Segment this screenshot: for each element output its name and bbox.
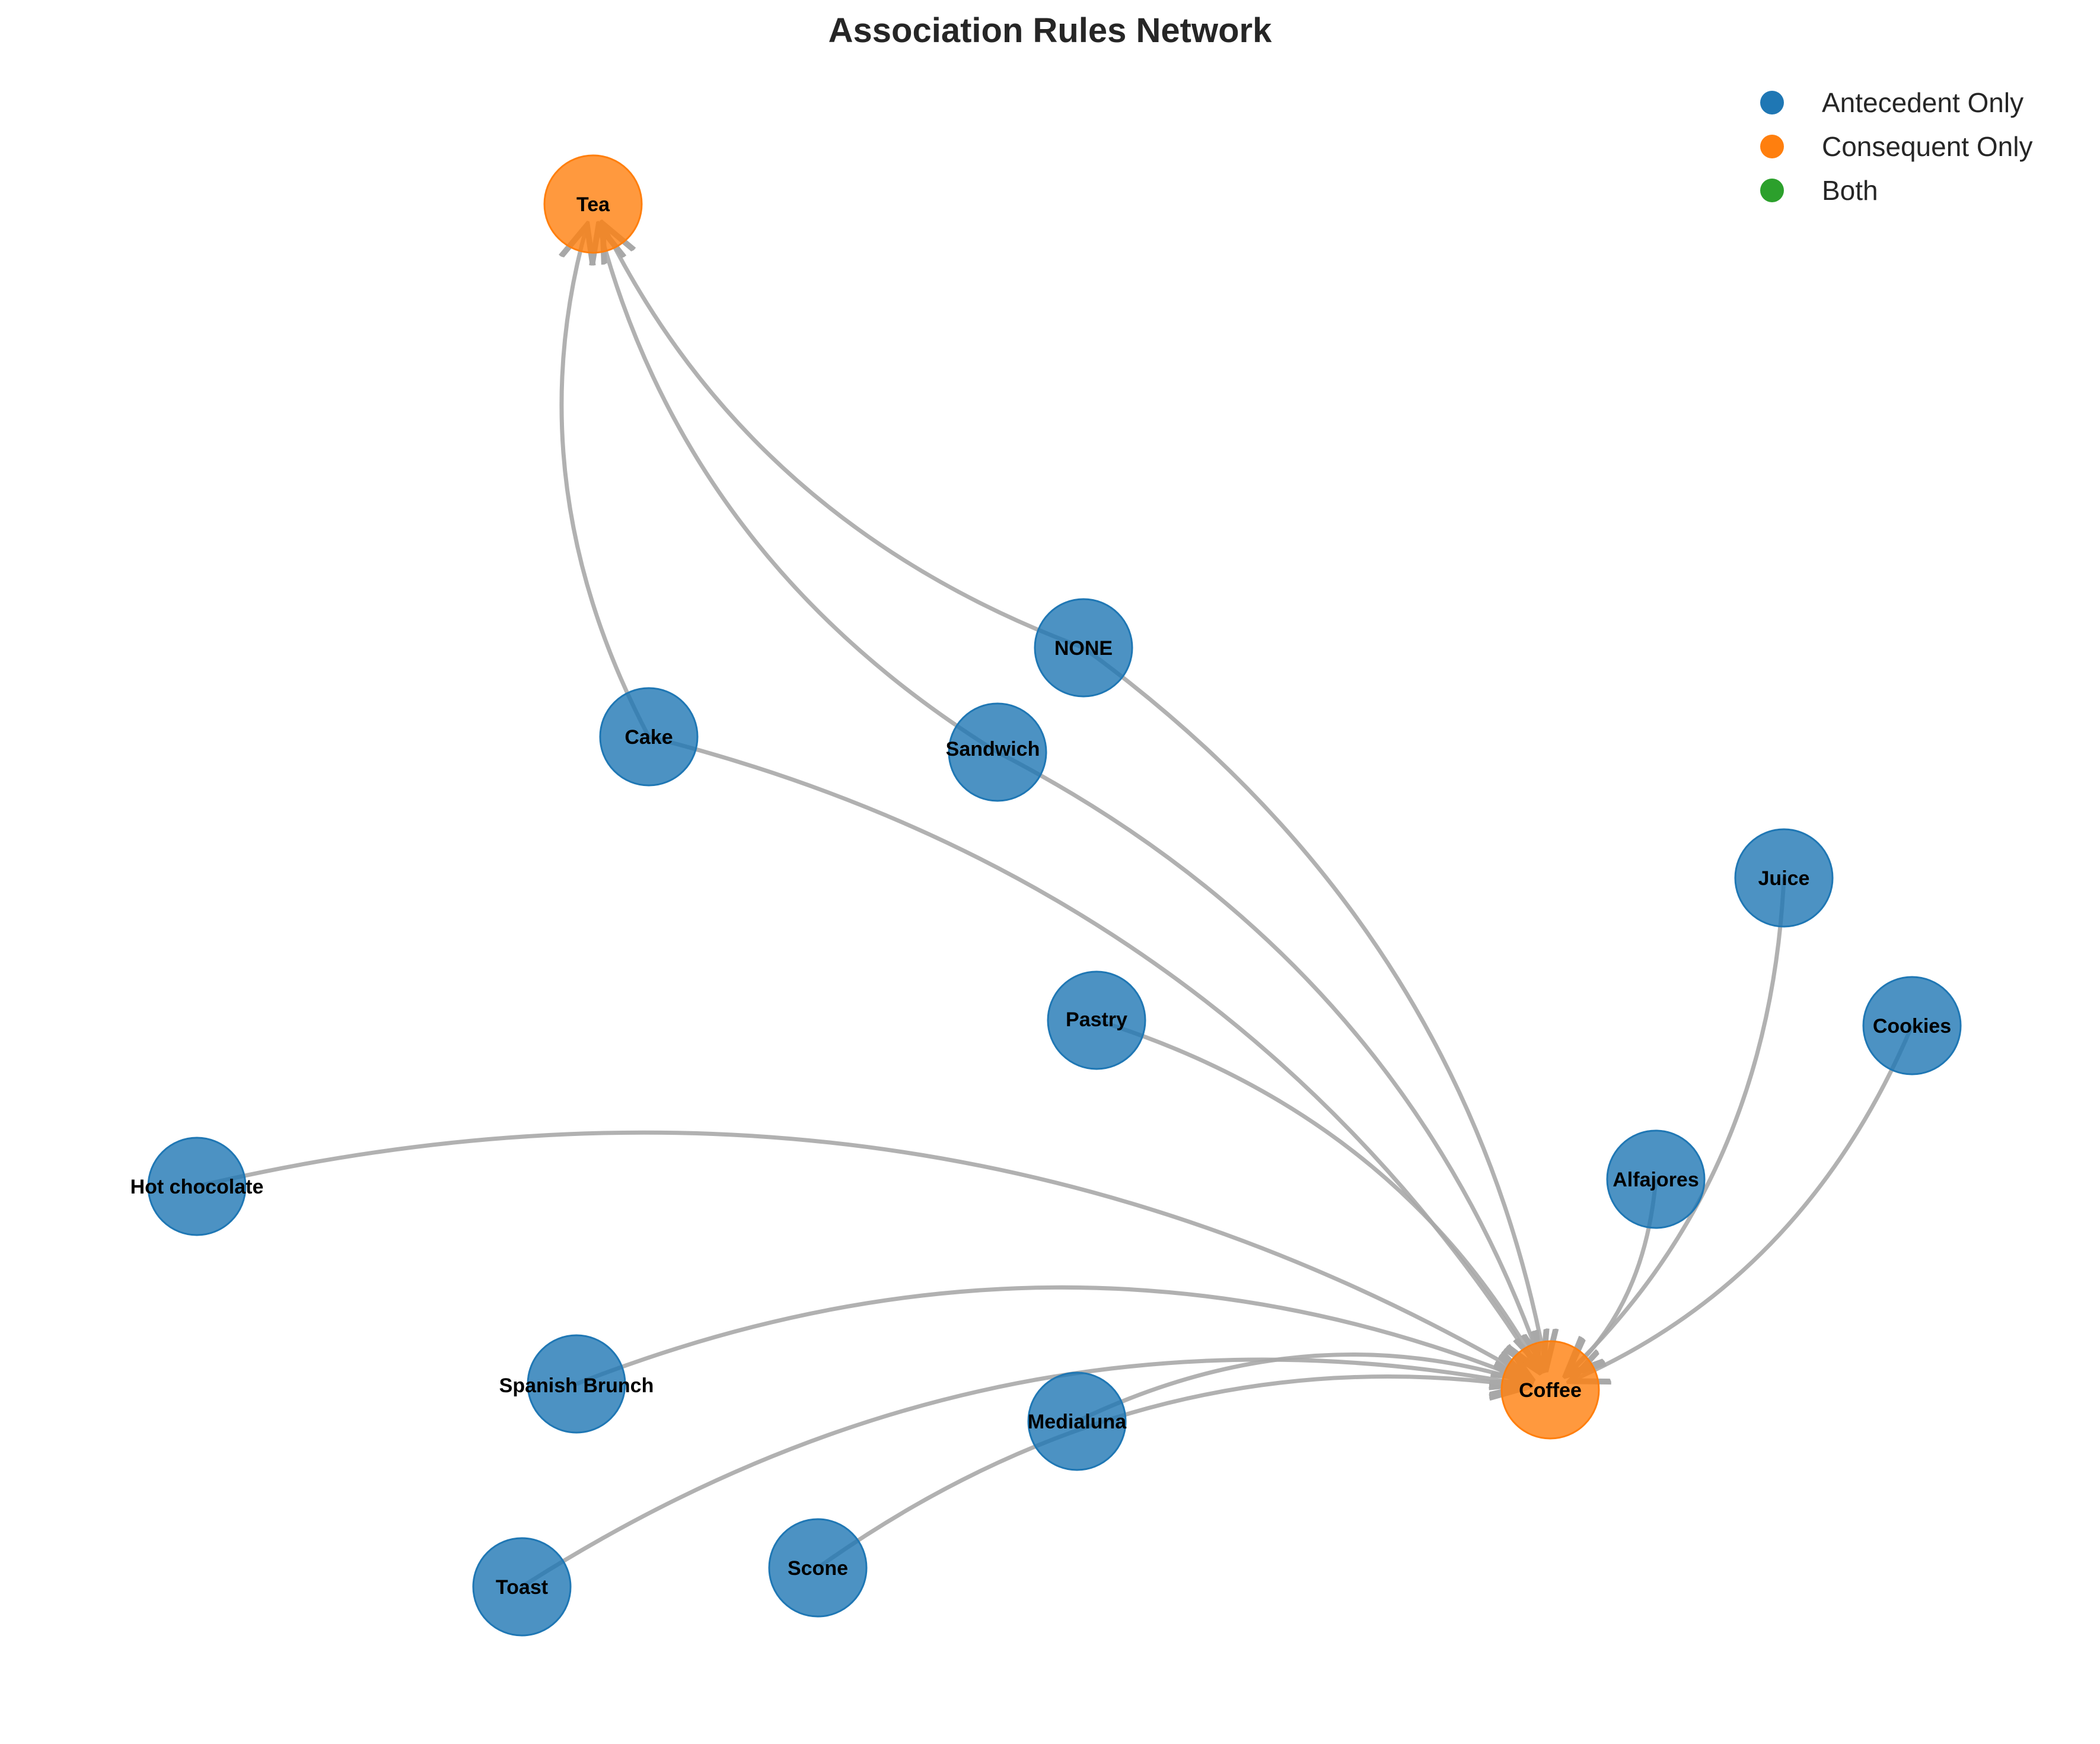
legend-marker-consequent xyxy=(1760,135,1784,158)
node-circle-none xyxy=(1034,598,1133,698)
node-circle-scone xyxy=(768,1518,868,1618)
edge-sandwich-to-coffee xyxy=(996,750,1543,1369)
edge-none-to-tea xyxy=(603,224,1085,650)
edge-toast-to-coffee xyxy=(521,1357,1529,1589)
legend-item-consequent: Consequent Only xyxy=(1760,125,2032,168)
node-cookies: Cookies xyxy=(1862,976,1962,1075)
nodes-layer: Tea NONE Cake Sandwich Juice Pastry Cookies Hot… xyxy=(130,154,1962,1637)
node-circle-cookies xyxy=(1862,976,1962,1075)
node-label-cake: Cake xyxy=(624,726,673,749)
node-scone: Scone xyxy=(768,1518,868,1618)
node-circle-juice xyxy=(1734,828,1834,928)
node-none: NONE xyxy=(1034,598,1133,698)
legend-label-antecedent: Antecedent Only xyxy=(1822,87,2024,118)
node-circle-sandwich xyxy=(948,702,1047,802)
node-circle-hotchoc xyxy=(147,1137,247,1236)
legend-marker-antecedent xyxy=(1760,91,1784,114)
legend: Antecedent Only Consequent Only Both xyxy=(1760,81,2032,212)
node-cake: Cake xyxy=(599,687,699,787)
node-spanish: Spanish Brunch xyxy=(499,1334,654,1434)
node-label-none: NONE xyxy=(1054,637,1113,660)
edge-none-to-coffee xyxy=(1082,646,1546,1369)
node-toast: Toast xyxy=(472,1537,572,1637)
edge-medialuna-to-coffee xyxy=(1076,1352,1529,1424)
edge-spanish-to-coffee xyxy=(575,1285,1530,1386)
node-label-hotchoc: Hot chocolate xyxy=(130,1176,264,1198)
node-medialuna: Medialuna xyxy=(1027,1371,1127,1471)
node-alfajores: Alfajores xyxy=(1606,1129,1706,1229)
node-hotchoc: Hot chocolate xyxy=(130,1137,264,1236)
edges-layer xyxy=(196,224,1914,1589)
node-circle-pastry xyxy=(1047,970,1146,1070)
node-pastry: Pastry xyxy=(1047,970,1146,1070)
node-label-coffee: Coffee xyxy=(1519,1379,1582,1402)
legend-item-both: Both xyxy=(1760,168,2032,212)
node-juice: Juice xyxy=(1734,828,1834,928)
node-label-sandwich: Sandwich xyxy=(946,738,1040,760)
node-circle-toast xyxy=(472,1537,572,1637)
node-circle-coffee xyxy=(1500,1340,1600,1440)
legend-item-antecedent: Antecedent Only xyxy=(1760,81,2032,125)
node-circle-cake xyxy=(599,687,699,787)
node-coffee: Coffee xyxy=(1500,1340,1600,1440)
node-circle-medialuna xyxy=(1027,1371,1127,1471)
node-label-spanish: Spanish Brunch xyxy=(499,1374,654,1397)
node-circle-spanish xyxy=(527,1334,626,1434)
legend-label-both: Both xyxy=(1822,175,1878,206)
node-label-toast: Toast xyxy=(496,1576,548,1599)
edge-scone-to-coffee xyxy=(816,1377,1528,1570)
edge-sandwich-to-tea xyxy=(598,225,999,754)
edge-juice-to-coffee xyxy=(1566,877,1786,1375)
node-label-tea: Tea xyxy=(576,193,610,216)
edge-pastry-to-coffee xyxy=(1095,1018,1540,1371)
node-circle-alfajores xyxy=(1606,1129,1706,1229)
node-label-pastry: Pastry xyxy=(1066,1008,1127,1031)
legend-label-consequent: Consequent Only xyxy=(1822,131,2033,162)
node-label-juice: Juice xyxy=(1758,867,1810,890)
edge-cake-to-tea xyxy=(562,225,651,738)
node-label-medialuna: Medialuna xyxy=(1028,1411,1127,1433)
node-circle-tea xyxy=(543,154,643,254)
node-label-cookies: Cookies xyxy=(1873,1015,1951,1038)
node-tea: Tea xyxy=(543,154,643,254)
node-label-scone: Scone xyxy=(788,1557,848,1580)
edge-hotchoc-to-coffee xyxy=(196,1130,1531,1379)
edge-cookies-to-coffee xyxy=(1570,1024,1914,1381)
legend-marker-both xyxy=(1760,179,1784,202)
node-label-alfajores: Alfajores xyxy=(1613,1169,1699,1191)
node-sandwich: Sandwich xyxy=(946,702,1047,802)
chart-title: Association Rules Network xyxy=(828,11,1272,50)
